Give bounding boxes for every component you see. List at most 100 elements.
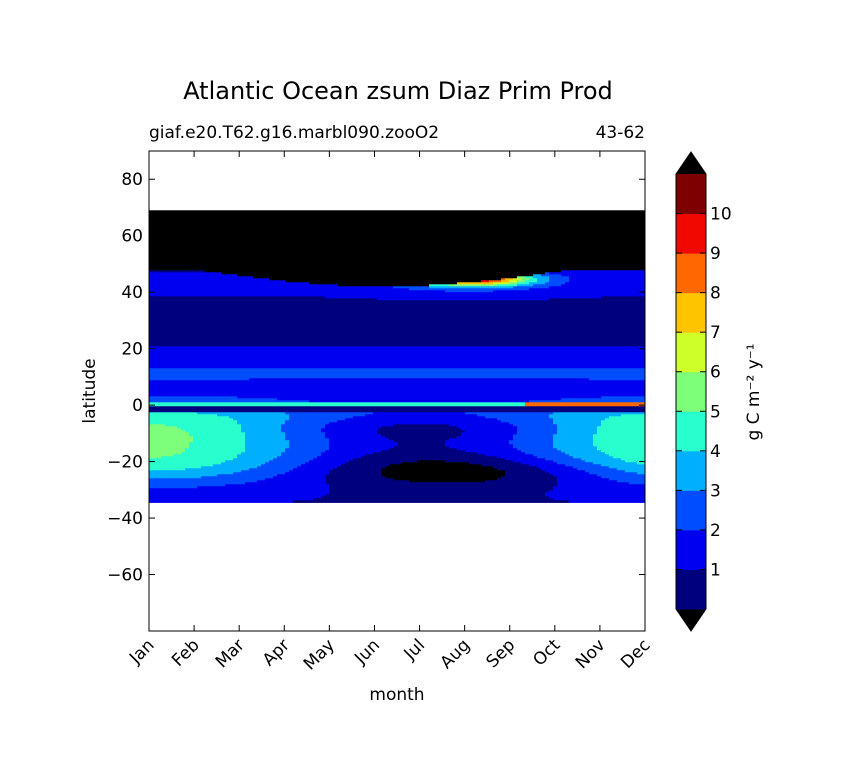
contour-cell [377, 222, 382, 225]
contour-cell [369, 276, 374, 279]
contour-cell [637, 240, 642, 243]
contour-cell [149, 272, 154, 275]
contour-cell [217, 284, 222, 287]
contour-cell [441, 236, 446, 239]
contour-cell [437, 284, 442, 287]
contour-cell [541, 288, 546, 291]
contour-cell [277, 220, 282, 223]
contour-cell [485, 240, 490, 243]
contour-cell [585, 282, 590, 285]
contour-cell [389, 252, 394, 255]
contour-cell [409, 284, 414, 287]
contour-cell [561, 246, 566, 249]
contour-cell [245, 276, 250, 279]
contour-cell [205, 260, 210, 263]
contour-cell [633, 256, 638, 259]
contour-cell [341, 262, 346, 265]
contour-cell [629, 262, 634, 265]
contour-cell [285, 254, 290, 257]
contour-cell [393, 244, 398, 247]
contour-cell [501, 222, 506, 225]
contour-cell [465, 242, 470, 245]
contour-cell [433, 216, 438, 219]
contour-cell [541, 230, 546, 233]
contour-cell [589, 270, 594, 273]
contour-cell [293, 274, 298, 277]
contour-cell [597, 224, 602, 227]
contour-cell [373, 262, 378, 265]
contour-cell [157, 246, 162, 249]
contour-cell [249, 280, 254, 283]
contour-cell [605, 266, 610, 269]
contour-cell [525, 270, 530, 273]
contour-cell [321, 224, 326, 227]
contour-cell [577, 218, 582, 221]
contour-cell [429, 282, 434, 285]
contour-cell [161, 290, 166, 293]
contour-cell [509, 214, 514, 217]
contour-cell [357, 280, 362, 283]
contour-cell [621, 278, 626, 281]
contour-cell [613, 246, 618, 249]
contour-cell [633, 276, 638, 279]
contour-cell [401, 274, 406, 277]
contour-cell [209, 222, 214, 225]
contour-cell [537, 218, 542, 221]
contour-cell [569, 240, 574, 243]
contour-cell [393, 216, 398, 219]
contour-cell [417, 260, 422, 263]
contour-cell [497, 222, 502, 225]
contour-cell [233, 248, 238, 251]
contour-cell [621, 220, 626, 223]
contour-cell [533, 212, 538, 215]
contour-cell [217, 290, 222, 293]
contour-cell [489, 286, 494, 289]
contour-cell [413, 262, 418, 265]
contour-cell [257, 240, 262, 243]
contour-cell [401, 244, 406, 247]
contour-cell [565, 242, 570, 245]
contour-cell [313, 254, 318, 257]
contour-cell [229, 246, 234, 249]
contour-cell [421, 268, 426, 271]
contour-cell [449, 268, 454, 271]
contour-cell [373, 212, 378, 215]
contour-cell [481, 268, 486, 271]
contour-cell [449, 242, 454, 245]
contour-cell [221, 290, 226, 293]
contour-cell [349, 280, 354, 283]
contour-cell [177, 236, 182, 239]
contour-cell [417, 246, 422, 249]
contour-cell [457, 250, 462, 253]
contour-cell [185, 242, 190, 245]
contour-cell [601, 268, 606, 271]
contour-cell [505, 234, 510, 237]
contour-cell [641, 212, 645, 215]
contour-cell [469, 218, 474, 221]
contour-cell [265, 258, 270, 261]
contour-cell [221, 272, 226, 275]
contour-cell [181, 246, 186, 249]
contour-cell [625, 266, 630, 269]
contour-cell [429, 212, 434, 215]
contour-cell [165, 238, 170, 241]
contour-cell [613, 274, 618, 277]
contour-cell [417, 220, 422, 223]
contour-cell [349, 238, 354, 241]
contour-cell [313, 230, 318, 233]
contour-cell [549, 240, 554, 243]
contour-cell [445, 222, 450, 225]
contour-cell [541, 272, 546, 275]
contour-cell [413, 246, 418, 249]
contour-cell [357, 220, 362, 223]
contour-cell [281, 246, 286, 249]
contour-cell [257, 284, 262, 287]
contour-cell [509, 230, 514, 233]
contour-cell [205, 254, 210, 257]
contour-cell [185, 260, 190, 263]
contour-cell [353, 240, 358, 243]
contour-cell [437, 268, 442, 271]
contour-cell [173, 258, 178, 261]
contour-cell [429, 274, 434, 277]
contour-cell [229, 228, 234, 231]
